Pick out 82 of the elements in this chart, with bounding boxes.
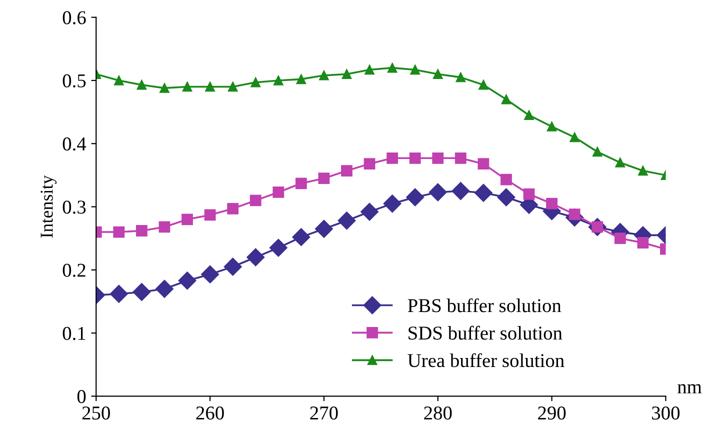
legend-label: PBS buffer solution xyxy=(408,298,562,312)
point xyxy=(409,152,421,164)
x-tick-label: 290 xyxy=(538,406,566,420)
x-tick-label: 270 xyxy=(310,406,338,420)
point xyxy=(428,183,447,202)
point xyxy=(295,178,307,190)
point xyxy=(478,80,488,90)
x-axis-title: nm xyxy=(678,384,702,394)
point xyxy=(182,214,193,226)
point xyxy=(433,69,443,80)
point xyxy=(315,220,333,238)
point xyxy=(360,202,378,221)
point xyxy=(250,194,262,206)
point xyxy=(364,64,374,75)
y-tick-label: 0.4 xyxy=(62,137,86,151)
point xyxy=(478,158,490,170)
point xyxy=(454,152,466,164)
point xyxy=(638,166,648,176)
point xyxy=(110,284,128,303)
point xyxy=(136,80,147,90)
point xyxy=(383,194,402,213)
legend-label: SDS buffer solution xyxy=(408,326,562,340)
point xyxy=(456,72,466,82)
point xyxy=(204,209,216,221)
point xyxy=(614,232,626,244)
point xyxy=(338,212,356,230)
point xyxy=(364,158,376,170)
point xyxy=(274,76,284,86)
point xyxy=(386,152,398,164)
point xyxy=(272,186,284,198)
point xyxy=(501,94,512,104)
point xyxy=(227,202,239,214)
point xyxy=(205,82,215,92)
point xyxy=(224,258,242,276)
point xyxy=(319,70,329,80)
point xyxy=(524,110,534,120)
x-tick-label: 280 xyxy=(424,406,452,420)
point xyxy=(269,238,288,257)
point xyxy=(432,152,444,164)
y-axis-title: Intensity xyxy=(40,175,57,238)
point xyxy=(387,62,398,73)
point xyxy=(452,182,470,200)
y-tick-label: 0 xyxy=(77,390,86,404)
point xyxy=(178,272,196,290)
y-tick-label: 0.3 xyxy=(62,200,86,214)
point xyxy=(406,188,424,206)
point xyxy=(318,172,330,184)
point xyxy=(497,188,516,206)
point xyxy=(637,237,649,248)
point xyxy=(113,226,125,238)
point xyxy=(158,221,170,233)
point xyxy=(592,146,602,157)
legend-label: Urea buffer solution xyxy=(408,353,564,368)
point xyxy=(201,265,219,284)
y-tick-label: 0.5 xyxy=(62,74,86,88)
point xyxy=(182,82,192,92)
point xyxy=(546,198,558,210)
x-tick-label: 260 xyxy=(196,406,224,420)
point xyxy=(114,76,124,86)
point xyxy=(341,165,352,176)
point xyxy=(615,158,626,168)
point xyxy=(523,188,535,200)
point xyxy=(570,132,580,142)
y-tick-label: 0.1 xyxy=(62,326,86,340)
x-tick-label: 300 xyxy=(652,406,680,420)
point xyxy=(410,64,420,75)
point xyxy=(474,184,492,202)
point xyxy=(228,82,238,92)
y-tick-label: 0.2 xyxy=(62,264,86,277)
point xyxy=(160,83,170,93)
x-tick-label: 250 xyxy=(82,406,110,420)
point xyxy=(156,280,174,298)
point xyxy=(546,122,557,132)
point xyxy=(296,74,306,84)
y-tick-label: 0.6 xyxy=(62,11,86,24)
point xyxy=(246,248,265,266)
point xyxy=(250,78,260,88)
point xyxy=(500,174,512,186)
point xyxy=(136,225,148,236)
point xyxy=(292,228,310,246)
point xyxy=(342,69,352,80)
point xyxy=(132,283,151,301)
